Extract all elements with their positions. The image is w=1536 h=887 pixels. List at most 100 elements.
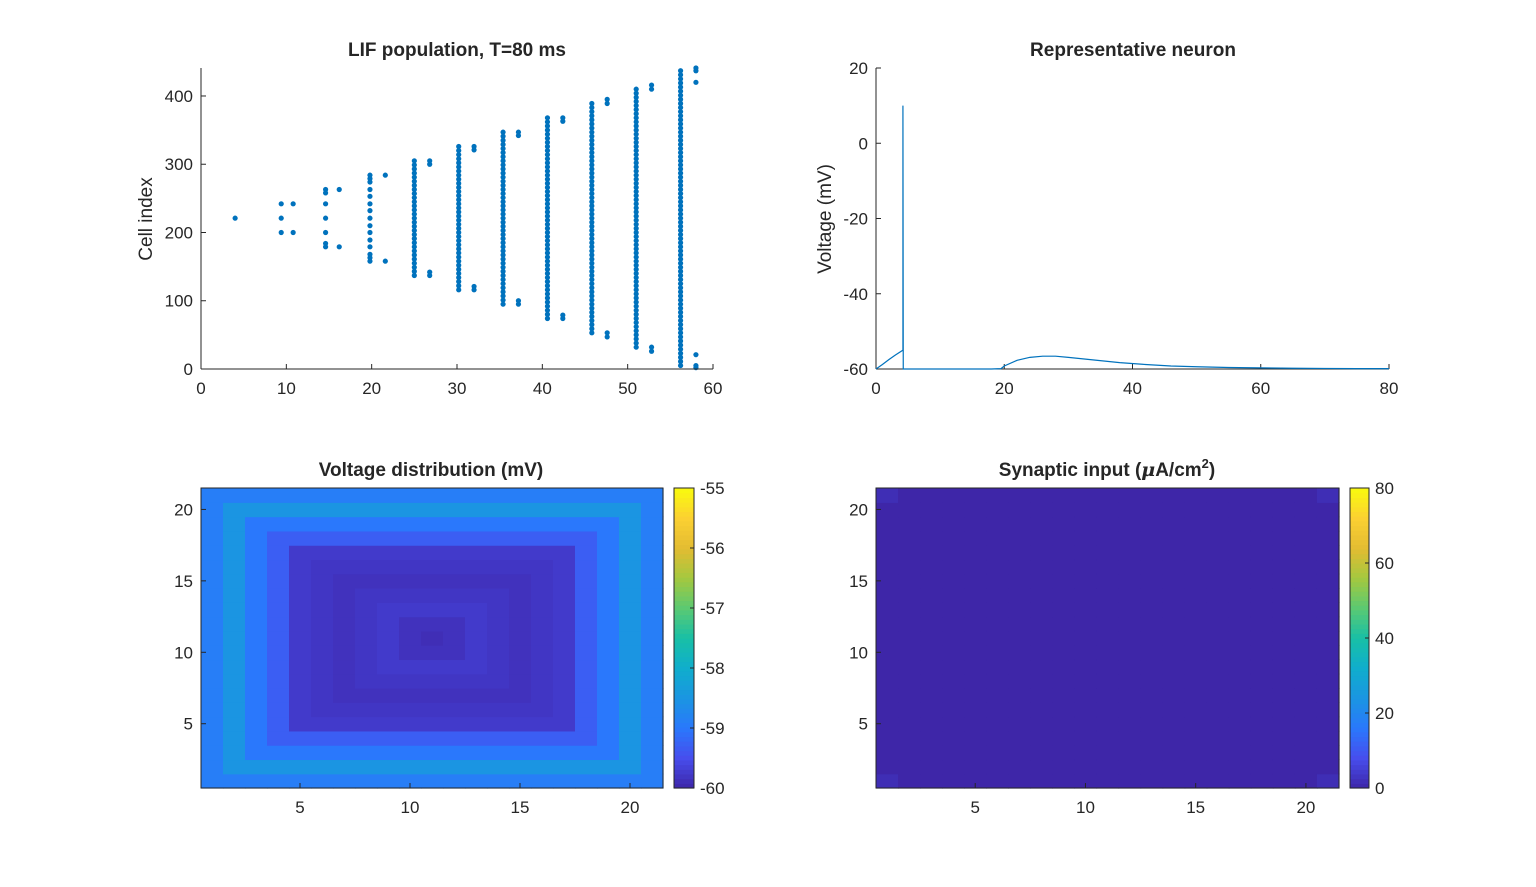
synaptic-cell [1096, 530, 1120, 546]
neuron-axes: 0 20 40 60 80 -60 -40 -20 0 20 [843, 59, 1398, 398]
voltage-cell [311, 759, 334, 775]
voltage-cell [443, 516, 466, 532]
spike-point [589, 100, 595, 107]
synaptic-colorbar-swatch [1350, 530, 1369, 536]
voltage-cell [531, 545, 554, 561]
voltage-cell [421, 716, 444, 732]
voltage-cell [311, 773, 334, 789]
voltage-cell [597, 673, 620, 689]
voltage-cell [421, 759, 444, 775]
voltage-cell [245, 645, 268, 661]
voltage-cell [531, 516, 554, 532]
synaptic-cell [1118, 602, 1142, 618]
spike-point [500, 211, 506, 217]
synaptic-cell [1096, 659, 1120, 675]
spike-point [500, 240, 506, 246]
voltage-cell [245, 716, 268, 732]
synaptic-colorbar-swatch [1350, 642, 1369, 648]
voltage-cell [333, 559, 356, 575]
synaptic-cell [1272, 630, 1296, 646]
voltage-cell [201, 688, 224, 703]
spike-point [411, 268, 417, 274]
synaptic-cell [1140, 759, 1164, 775]
voltage-cell [531, 730, 554, 746]
synaptic-cell [986, 773, 1009, 789]
synaptic-cell [1250, 602, 1274, 618]
synaptic-cell [986, 559, 1009, 575]
spike-point [544, 139, 551, 145]
voltage-cell [311, 530, 334, 546]
spike-point [367, 229, 373, 236]
voltage-cell [399, 602, 422, 618]
voltage-cell [399, 673, 422, 689]
synaptic-cell [1250, 645, 1274, 661]
voltage-cell [289, 730, 312, 746]
spike-point [589, 268, 595, 274]
voltage-cell [311, 730, 334, 746]
synaptic-cell [1074, 645, 1098, 661]
voltage-trace [875, 105, 1389, 370]
spike-point [500, 293, 506, 299]
spike-point [456, 238, 462, 244]
spike-point [544, 156, 551, 162]
spike-point [677, 338, 684, 344]
voltage-cell [201, 730, 224, 746]
voltage-cell [333, 659, 356, 675]
synaptic-cell [1052, 616, 1076, 632]
synaptic-cell [1184, 659, 1208, 675]
voltage-cell [333, 745, 356, 761]
spike-point [411, 182, 417, 188]
voltage-cell [509, 516, 532, 532]
voltage-cell [619, 759, 642, 775]
synaptic-cell [1052, 588, 1076, 603]
voltage-cell [355, 545, 378, 561]
synaptic-cell [876, 502, 899, 518]
spike-point [411, 227, 417, 234]
spike-point [677, 293, 684, 299]
voltage-colorbar-tick: -58 [700, 659, 725, 678]
synaptic-cell [1250, 702, 1274, 718]
spike-point [544, 180, 551, 186]
voltage-cell [597, 588, 620, 603]
spike-point [411, 223, 417, 229]
voltage-colorbar-tick: -59 [700, 719, 725, 738]
spike-point [633, 295, 639, 301]
spike-point [500, 264, 506, 270]
synaptic-cell [898, 645, 921, 661]
spike-point [693, 352, 699, 358]
voltage-cell [201, 645, 224, 661]
voltage-cell [399, 745, 422, 761]
voltage-colorbar-swatch [674, 736, 694, 742]
synaptic-cell [920, 588, 943, 603]
voltage-cell [487, 516, 510, 532]
synaptic-cell [1162, 688, 1186, 703]
spike-point [500, 178, 506, 184]
synaptic-cell [1074, 745, 1098, 761]
spike-point [589, 145, 595, 152]
voltage-cell [641, 645, 664, 661]
synaptic-cell [1184, 673, 1208, 689]
voltage-colorbar-swatch [674, 638, 694, 644]
spike-point [560, 312, 566, 318]
voltage-cell [619, 502, 642, 518]
synaptic-cell [1118, 630, 1142, 646]
synaptic-y-tick: 20 [849, 500, 868, 519]
synaptic-cell [1074, 773, 1098, 789]
voltage-cell [245, 530, 268, 546]
spike-point [677, 162, 684, 168]
synaptic-cell [942, 659, 965, 675]
voltage-cell [377, 716, 400, 732]
voltage-cell [619, 530, 642, 546]
synaptic-cell [1118, 759, 1142, 775]
voltage-cell [575, 730, 598, 746]
voltage-cell [487, 559, 510, 575]
voltage-cell [619, 773, 642, 789]
synaptic-cell [942, 573, 965, 589]
spike-point [677, 309, 684, 315]
synaptic-cell [1184, 616, 1208, 632]
synaptic-colorbar-swatch [1350, 638, 1369, 644]
spike-point [589, 195, 595, 201]
synaptic-cell [986, 745, 1009, 761]
voltage-colorbar-swatch [674, 675, 694, 681]
synaptic-cell [986, 688, 1009, 703]
